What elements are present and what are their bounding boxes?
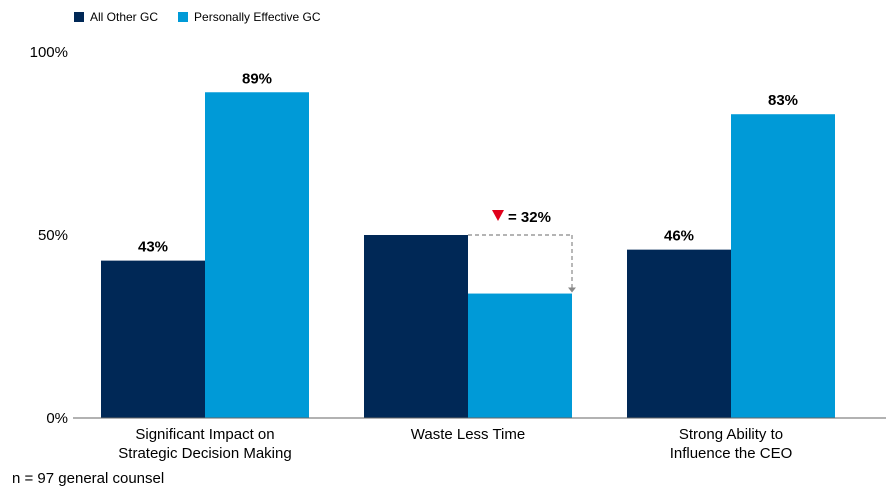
x-tick-label: Waste Less Time xyxy=(411,426,525,443)
bar-personally-effective-gc xyxy=(205,92,309,418)
annotation-label: = 32% xyxy=(508,209,551,226)
data-label: 89% xyxy=(242,70,272,87)
legend-swatch-personally-effective-gc xyxy=(178,12,189,22)
y-tick-label: 50% xyxy=(38,227,68,244)
down-triangle-icon xyxy=(492,210,504,221)
x-tick-label: Strong Ability to xyxy=(679,426,783,443)
data-label: 43% xyxy=(138,239,168,256)
bar-all-other-gc xyxy=(627,249,731,418)
bar-all-other-gc xyxy=(364,235,468,418)
legend-swatch-all-other-gc xyxy=(74,12,84,22)
bar-all-other-gc xyxy=(101,260,205,418)
annotation-arrowhead-icon xyxy=(568,287,576,293)
legend-label-personally-effective-gc: Personally Effective GC xyxy=(194,10,321,24)
x-tick-label: Significant Impact on xyxy=(135,426,274,443)
y-tick-label: 0% xyxy=(46,410,68,427)
legend-label-all-other-gc: All Other GC xyxy=(90,10,159,24)
data-label: 46% xyxy=(664,228,694,245)
bar-personally-effective-gc xyxy=(731,114,835,418)
legend-item-all-other-gc: All Other GC xyxy=(74,10,158,24)
data-label: 83% xyxy=(768,92,798,109)
x-tick-label: Influence the CEO xyxy=(670,445,793,462)
legend-item-personally-effective-gc: Personally Effective GC xyxy=(178,10,321,24)
footnote: n = 97 general counsel xyxy=(12,470,165,487)
x-tick-label: Strategic Decision Making xyxy=(118,445,291,462)
y-tick-label: 100% xyxy=(30,44,68,61)
legend: All Other GC Personally Effective GC xyxy=(74,10,341,24)
bar-personally-effective-gc xyxy=(468,293,572,418)
